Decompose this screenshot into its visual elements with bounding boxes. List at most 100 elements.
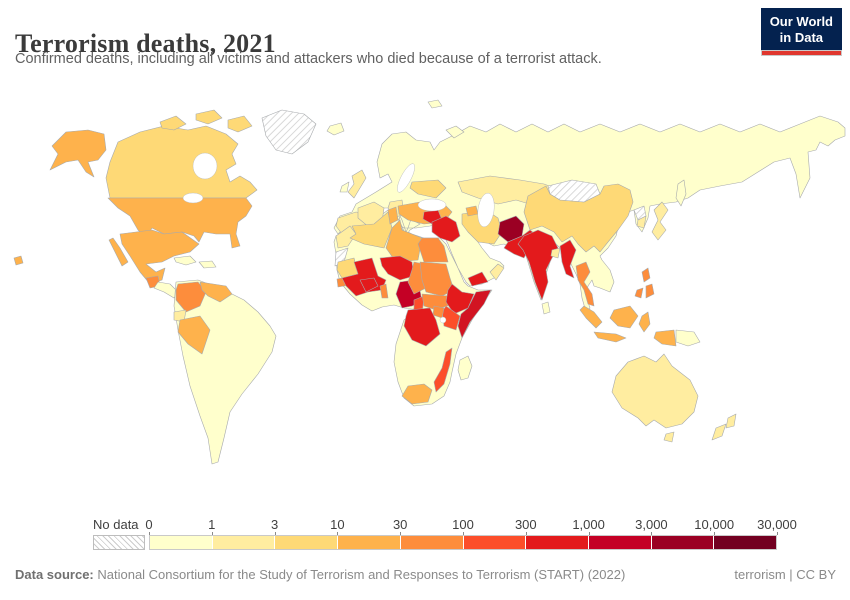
country-myanmar[interactable]: [559, 239, 577, 279]
world-map: [13, 99, 846, 465]
legend-tick-label: 1: [208, 517, 216, 532]
island-svalbard[interactable]: [427, 99, 443, 109]
legend-tick-label: 300: [514, 517, 537, 532]
country-canada-arctic2[interactable]: [195, 109, 223, 125]
country-morocco[interactable]: [335, 225, 357, 249]
country-hawaii[interactable]: [13, 255, 24, 266]
country-indonesia[interactable]: [579, 305, 677, 347]
country-canada-arctic3[interactable]: [227, 115, 253, 133]
country-overlays: [173, 175, 677, 405]
country-south-korea[interactable]: [636, 215, 647, 229]
country-japan[interactable]: [651, 201, 669, 241]
country-mexico[interactable]: [119, 229, 200, 285]
legend-bar: [149, 535, 777, 550]
country-venezuela[interactable]: [199, 281, 233, 303]
no-data-swatch[interactable]: [93, 535, 145, 550]
country-burkina-faso[interactable]: [359, 277, 379, 293]
country-yemen[interactable]: [467, 271, 489, 287]
page-title: Terrorism deaths, 2021: [15, 29, 276, 59]
country-drc[interactable]: [403, 307, 441, 347]
great-lakes: [182, 192, 204, 204]
legend-segment[interactable]: [587, 536, 651, 549]
chart-subtitle: Confirmed deaths, including all victims …: [15, 51, 602, 67]
country-india[interactable]: [517, 229, 559, 301]
legend-segment[interactable]: [337, 536, 400, 549]
country-egypt[interactable]: [417, 237, 449, 263]
legend-tick-label: 3,000: [635, 517, 668, 532]
island-novaya-zemlya[interactable]: [445, 125, 465, 139]
country-oman[interactable]: [489, 263, 505, 281]
country-iraq[interactable]: [431, 215, 461, 243]
region-car-ssudan[interactable]: [421, 293, 453, 311]
country-ukraine[interactable]: [409, 179, 447, 199]
legend-tick-label: 10,000: [694, 517, 735, 532]
legend-tick-label: 1,000: [572, 517, 605, 532]
hudson-bay: [192, 152, 218, 180]
caspian-sea: [477, 192, 495, 228]
country-canada-arctic1[interactable]: [159, 115, 187, 131]
owid-logo-line1: Our World: [769, 14, 833, 29]
island-sakhalin[interactable]: [675, 179, 687, 207]
region-central-america[interactable]: [153, 281, 179, 299]
license-text[interactable]: terrorism | CC BY: [734, 567, 836, 582]
country-sri-lanka[interactable]: [541, 301, 551, 315]
country-tunisia[interactable]: [387, 206, 399, 225]
legend-tick-label: 30,000: [757, 517, 797, 532]
legend-segment[interactable]: [713, 536, 777, 549]
country-niger[interactable]: [379, 255, 415, 281]
legend-tick-mark: [651, 532, 653, 535]
legend-segment[interactable]: [399, 536, 463, 549]
no-data-label: No data: [93, 517, 139, 532]
legend-tick-mark: [588, 532, 590, 535]
country-benin[interactable]: [379, 283, 389, 299]
country-png[interactable]: [675, 329, 701, 347]
country-cuba[interactable]: [173, 255, 197, 266]
island-uk[interactable]: [347, 169, 367, 199]
owid-logo[interactable]: Our World in Data: [760, 8, 842, 56]
country-bangladesh[interactable]: [550, 247, 561, 259]
lake-victoria: [439, 316, 447, 324]
country-south-africa[interactable]: [401, 383, 433, 405]
legend-tick-mark: [777, 532, 778, 535]
legend-segment[interactable]: [462, 536, 526, 549]
country-philippines[interactable]: [634, 267, 655, 299]
country-canada[interactable]: [105, 125, 258, 199]
country-madagascar[interactable]: [457, 355, 473, 381]
country-tasmania[interactable]: [663, 431, 675, 443]
island-ireland[interactable]: [339, 181, 350, 193]
data-source-label: Data source:: [15, 567, 94, 582]
country-greenland[interactable]: [261, 109, 317, 155]
country-mozambique[interactable]: [433, 347, 453, 393]
island-iceland[interactable]: [326, 122, 345, 136]
country-mexico-baja[interactable]: [108, 237, 129, 267]
legend-tick-label: 10: [330, 517, 345, 532]
country-australia[interactable]: [611, 353, 699, 429]
country-new-zealand[interactable]: [711, 413, 737, 441]
legend-segment[interactable]: [650, 536, 714, 549]
country-peru[interactable]: [177, 315, 211, 355]
legend-segment[interactable]: [150, 536, 212, 549]
data-source: Data source: National Consortium for the…: [15, 567, 625, 582]
legend-tick-label: 0: [145, 517, 153, 532]
owid-logo-accent-bar: [760, 49, 842, 56]
baltic-sea: [397, 163, 415, 193]
legend-segment[interactable]: [211, 536, 275, 549]
country-colombia[interactable]: [175, 281, 207, 313]
legend-tick-mark: [400, 532, 402, 535]
country-somalia[interactable]: [457, 289, 492, 339]
country-alaska[interactable]: [49, 129, 107, 178]
country-thailand[interactable]: [575, 261, 595, 307]
country-algeria[interactable]: [349, 211, 393, 249]
region-hispaniola[interactable]: [198, 260, 217, 269]
legend-segment[interactable]: [525, 536, 588, 549]
country-azerbaijan[interactable]: [465, 205, 479, 217]
legend-tick-label: 3: [270, 517, 279, 532]
water-bodies: [182, 152, 495, 324]
legend-segment[interactable]: [274, 536, 338, 549]
country-ethiopia[interactable]: [445, 283, 475, 315]
country-mongolia[interactable]: [547, 179, 601, 203]
legend-tick-mark: [714, 532, 716, 535]
legend-tick-mark: [463, 532, 464, 535]
black-sea: [417, 198, 447, 212]
